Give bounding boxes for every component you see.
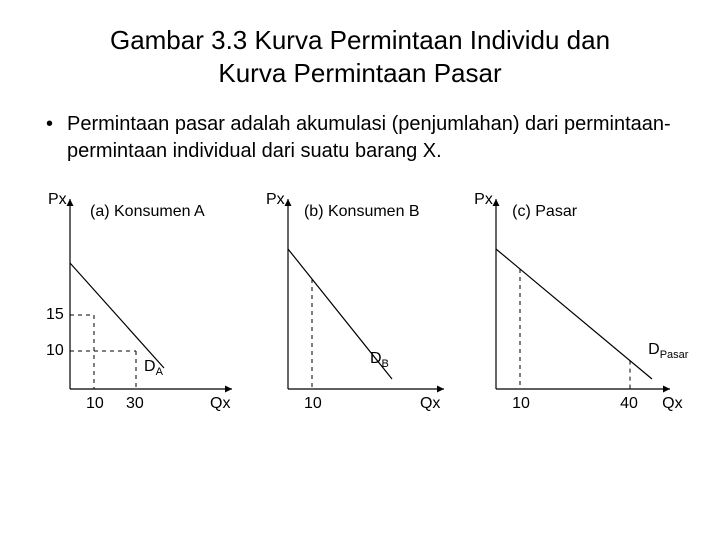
- title-line-1: Gambar 3.3 Kurva Permintaan Individu dan: [110, 25, 610, 55]
- xtick-c-2: 40: [620, 395, 638, 413]
- xtick-a-1: 10: [86, 395, 104, 413]
- bullet-item: • Permintaan pasar adalah akumulasi (pen…: [40, 111, 680, 165]
- xtick-c-1: 10: [512, 395, 530, 413]
- chart-b-svg: [262, 193, 456, 423]
- bullet-dot-icon: •: [46, 111, 53, 138]
- bullet-text: Permintaan pasar adalah akumulasi (penju…: [67, 111, 680, 165]
- axis-x-label-c: Qx: [662, 395, 682, 413]
- charts-container: Px (a) Konsumen A 15 10 DA 10 30 Qx Px (…: [40, 193, 680, 423]
- chart-panel-a: Px (a) Konsumen A 15 10 DA 10 30 Qx: [44, 193, 248, 423]
- chart-a-svg: [44, 193, 248, 423]
- axis-x-label-a: Qx: [210, 395, 230, 413]
- title-line-2: Kurva Permintaan Pasar: [218, 58, 501, 88]
- curve-label-b: DB: [370, 350, 389, 370]
- xtick-a-2: 30: [126, 395, 144, 413]
- axis-y-label-a: Px: [48, 191, 67, 209]
- axis-y-label-c: Px: [474, 191, 493, 209]
- panel-c-label: (c) Pasar: [512, 203, 577, 221]
- chart-c-svg: [470, 193, 680, 423]
- ytick-10: 10: [46, 342, 64, 360]
- chart-panel-b: Px (b) Konsumen B DB 10 Qx: [262, 193, 456, 423]
- panel-a-label: (a) Konsumen A: [90, 203, 205, 221]
- curve-label-c: DPasar: [648, 341, 688, 361]
- panel-b-label: (b) Konsumen B: [304, 203, 420, 221]
- xtick-b-1: 10: [304, 395, 322, 413]
- axis-y-label-b: Px: [266, 191, 285, 209]
- chart-panel-c: Px (c) Pasar DPasar 10 40 Qx: [470, 193, 680, 423]
- page-title: Gambar 3.3 Kurva Permintaan Individu dan…: [40, 24, 680, 89]
- ytick-15: 15: [46, 306, 64, 324]
- axis-x-label-b: Qx: [420, 395, 440, 413]
- curve-label-a: DA: [144, 358, 163, 378]
